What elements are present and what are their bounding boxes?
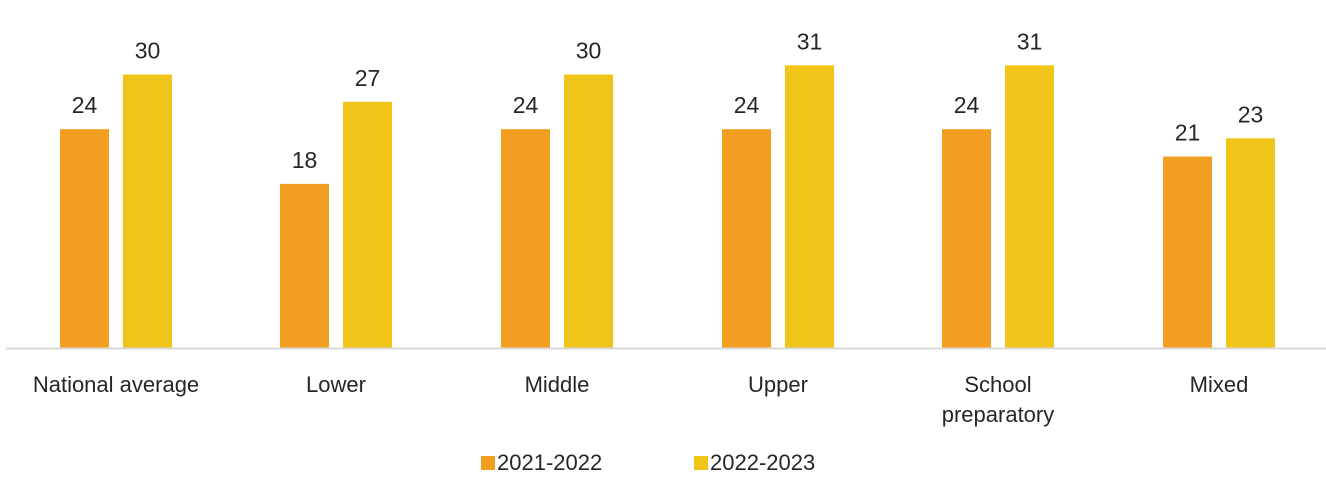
bar-2022-2023-4 <box>1005 65 1054 349</box>
bar-2021-2022-4 <box>942 129 991 348</box>
category-labels-layer: National average Lower Middle Upper School pr… <box>33 372 1249 427</box>
bar-2021-2022-3 <box>722 129 771 348</box>
value-label-2021-2022-0: 24 <box>72 92 98 118</box>
value-label-2022-2023-5: 23 <box>1238 101 1264 127</box>
value-label-2021-2022-1: 18 <box>292 147 318 173</box>
bars-layer <box>60 65 1275 349</box>
value-label-2021-2022-2: 24 <box>513 92 539 118</box>
bar-2022-2023-1 <box>343 101 392 348</box>
value-label-2021-2022-3: 24 <box>734 92 760 118</box>
category-label-0: National average <box>33 372 199 397</box>
value-label-2021-2022-4: 24 <box>954 92 980 118</box>
legend-label-2021-2022: 2021-2022 <box>497 450 602 475</box>
bar-2022-2023-2 <box>564 74 613 349</box>
value-label-2022-2023-1: 27 <box>355 65 381 91</box>
legend-swatch-2021-2022 <box>481 456 495 470</box>
category-label-2: Middle <box>525 372 590 397</box>
value-labels-layer: 24 18 24 24 24 21 30 27 30 31 31 23 <box>72 28 1264 173</box>
bar-2022-2023-5 <box>1226 138 1275 348</box>
value-label-2022-2023-2: 30 <box>576 37 602 63</box>
bar-2022-2023-0 <box>123 74 172 349</box>
category-label-3: Upper <box>748 372 808 397</box>
value-label-2022-2023-4: 31 <box>1017 28 1043 54</box>
value-label-2022-2023-0: 30 <box>135 37 161 63</box>
category-label-1: Lower <box>306 372 366 397</box>
legend-label-2022-2023: 2022-2023 <box>710 450 815 475</box>
value-label-2021-2022-5: 21 <box>1175 120 1201 146</box>
bar-2022-2023-3 <box>785 65 834 349</box>
category-label-4: School preparatory <box>942 372 1055 427</box>
bar-2021-2022-1 <box>280 183 329 348</box>
legend-swatch-2022-2023 <box>694 456 708 470</box>
legend: 2021-2022 2022-2023 <box>481 450 815 475</box>
bar-2021-2022-2 <box>501 129 550 348</box>
bar-2021-2022-5 <box>1163 156 1212 348</box>
category-label-5: Mixed <box>1190 372 1249 397</box>
value-label-2022-2023-3: 31 <box>797 28 823 54</box>
bar-2021-2022-0 <box>60 129 109 348</box>
